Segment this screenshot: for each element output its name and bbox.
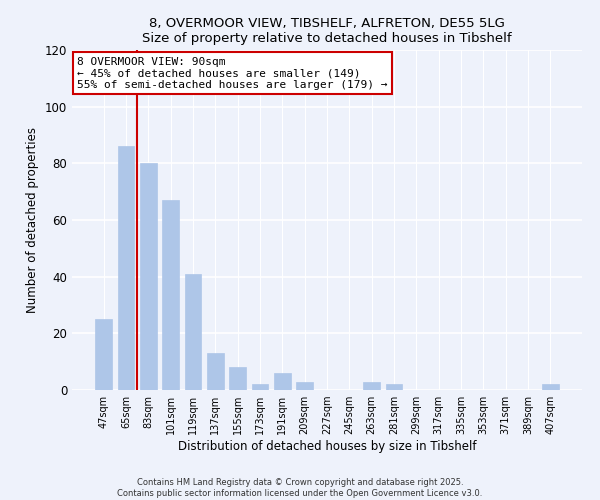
Bar [364,382,380,390]
Bar [229,368,246,390]
Title: 8, OVERMOOR VIEW, TIBSHELF, ALFRETON, DE55 5LG
Size of property relative to deta: 8, OVERMOOR VIEW, TIBSHELF, ALFRETON, DE… [142,16,512,44]
Bar [162,200,179,390]
Bar [185,274,202,390]
Bar [207,353,224,390]
Text: 8 OVERMOOR VIEW: 90sqm
← 45% of detached houses are smaller (149)
55% of semi-de: 8 OVERMOOR VIEW: 90sqm ← 45% of detached… [77,57,388,90]
Bar [251,384,268,390]
Bar [274,373,290,390]
Y-axis label: Number of detached properties: Number of detached properties [26,127,39,313]
Bar [118,146,134,390]
Bar [386,384,403,390]
Text: Contains HM Land Registry data © Crown copyright and database right 2025.
Contai: Contains HM Land Registry data © Crown c… [118,478,482,498]
Bar [542,384,559,390]
X-axis label: Distribution of detached houses by size in Tibshelf: Distribution of detached houses by size … [178,440,476,453]
Bar [296,382,313,390]
Bar [140,164,157,390]
Bar [95,319,112,390]
